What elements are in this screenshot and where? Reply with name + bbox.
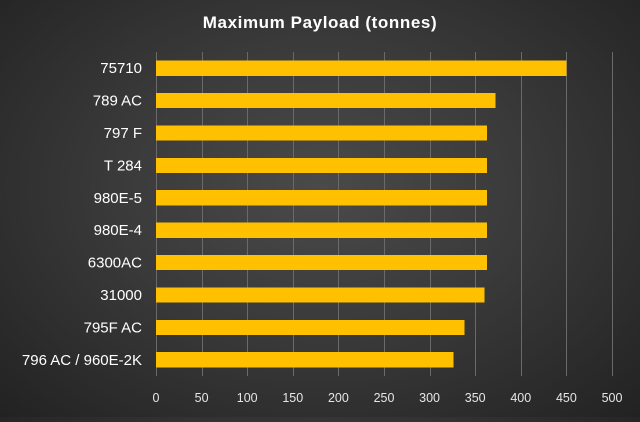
x-tick-label: 150 [282, 391, 303, 405]
category-label: 796 AC / 960E-2K [22, 352, 142, 369]
x-tick-label: 250 [374, 391, 395, 405]
category-label: 75710 [100, 60, 142, 77]
bar-789-ac [156, 92, 496, 109]
x-tick-label: 200 [328, 391, 349, 405]
x-tick-label: 0 [153, 391, 160, 405]
bar-980e-5 [156, 190, 488, 206]
x-tick-label: 100 [237, 391, 258, 405]
bar-31000 [156, 287, 485, 303]
x-tick-label: 450 [556, 391, 577, 405]
x-axis-tick-labels: 0 50 100 150 200 250 300 350 400 450 500 [153, 391, 623, 405]
category-label: 980E-4 [94, 222, 142, 239]
category-label: 31000 [100, 287, 142, 304]
chart-title: Maximum Payload (tonnes) [203, 13, 438, 32]
bar-75710 [156, 60, 567, 76]
category-label: 6300AC [88, 255, 142, 272]
category-label: 980E-5 [94, 190, 142, 207]
category-label: T 284 [104, 157, 142, 174]
bar-t-284 [156, 157, 488, 174]
x-tick-label: 500 [602, 391, 623, 405]
category-label: 795F AC [84, 319, 143, 336]
x-tick-label: 350 [465, 391, 486, 405]
bar-797-f [156, 125, 488, 141]
bar-6300ac [156, 254, 488, 271]
bar-796-ac-960e-2k [156, 352, 454, 368]
x-tick-label: 300 [419, 391, 440, 405]
x-tick-label: 400 [510, 391, 531, 405]
bars [156, 60, 567, 368]
x-tick-label: 50 [195, 391, 209, 405]
bar-980e-4 [156, 222, 488, 238]
category-label: 789 AC [93, 93, 142, 110]
bar-795f-ac [156, 319, 465, 336]
category-labels: 75710 789 AC 797 F T 284 980E-5 980E-4 6300AC 3… [22, 60, 142, 369]
category-label: 797 F [104, 125, 142, 142]
